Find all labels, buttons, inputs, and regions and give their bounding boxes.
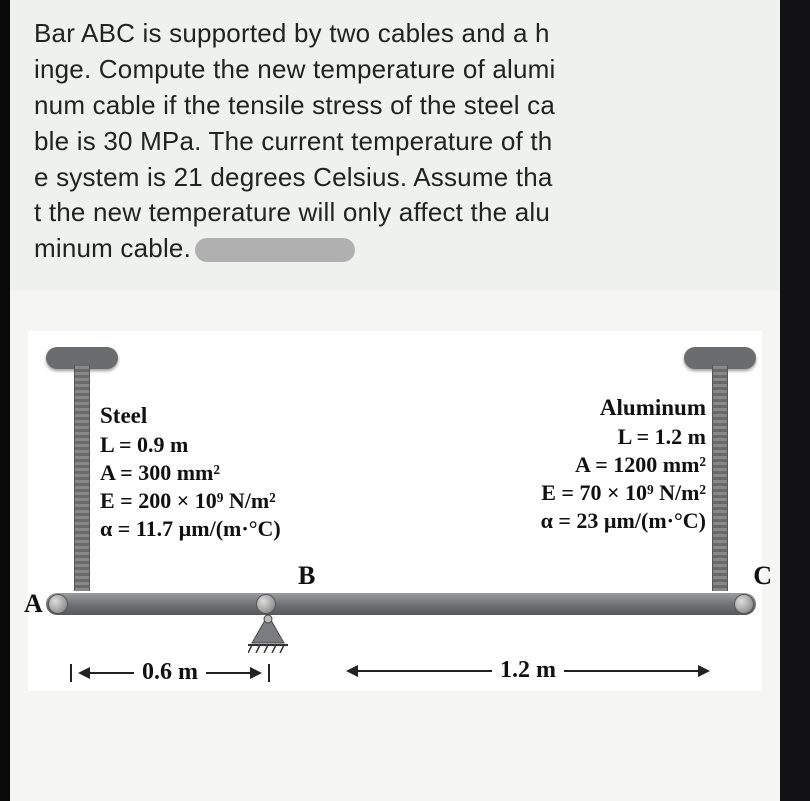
figure: Steel L = 0.9 m A = 300 mm² E = 200 × 10… (28, 331, 762, 691)
steel-title: Steel (100, 401, 281, 430)
alum-A: A = 1200 mm² (541, 451, 706, 479)
dim-right-value: 1.2 m (500, 657, 556, 684)
q-line: Bar ABC is supported by two cables and a… (34, 18, 550, 48)
steel-E: E = 200 × 10⁹ N/m² (100, 487, 281, 515)
question-text: Bar ABC is supported by two cables and a… (10, 0, 780, 291)
page: Bar ABC is supported by two cables and a… (10, 0, 780, 801)
hinge-support-icon (248, 613, 288, 653)
q-line: t the new temperature will only affect t… (34, 197, 550, 227)
dim-line (348, 670, 492, 672)
aluminum-cable (712, 365, 728, 591)
alum-alpha: α = 23 µm/(m·°C) (541, 507, 706, 535)
dim-line (206, 672, 260, 674)
window-edge (780, 0, 810, 801)
dim-line (564, 670, 708, 672)
label-C: C (753, 561, 772, 591)
label-B: B (298, 561, 315, 591)
q-line: num cable if the tensile stress of the s… (34, 90, 555, 120)
joint-c (734, 594, 754, 614)
dimension-left: 0.6 m (70, 659, 270, 686)
dim-tick (70, 664, 72, 682)
q-line: ble is 30 MPa. The current temperature o… (34, 126, 552, 156)
aluminum-properties: Aluminum L = 1.2 m A = 1200 mm² E = 70 ×… (541, 393, 706, 535)
alum-title: Aluminum (541, 393, 706, 422)
steel-L: L = 0.9 m (100, 431, 281, 459)
redaction-mark (195, 238, 355, 262)
q-line: inge. Compute the new temperature of alu… (34, 54, 555, 84)
label-A: A (24, 589, 43, 619)
alum-E: E = 70 × 10⁹ N/m² (541, 479, 706, 507)
joint-b (256, 594, 276, 614)
dimension-right: 1.2 m (348, 657, 708, 684)
joint-a (48, 594, 68, 614)
steel-properties: Steel L = 0.9 m A = 300 mm² E = 200 × 10… (100, 401, 281, 543)
alum-L: L = 1.2 m (541, 423, 706, 451)
dim-line (80, 672, 134, 674)
bar-abc (46, 593, 756, 615)
dim-left-value: 0.6 m (142, 659, 198, 686)
steel-alpha: α = 11.7 µm/(m·°C) (100, 515, 281, 543)
steel-A: A = 300 mm² (100, 459, 281, 487)
steel-cable (74, 365, 90, 591)
q-line: minum cable. (34, 233, 191, 263)
dim-tick (268, 664, 270, 682)
q-line: e system is 21 degrees Celsius. Assume t… (34, 162, 553, 192)
